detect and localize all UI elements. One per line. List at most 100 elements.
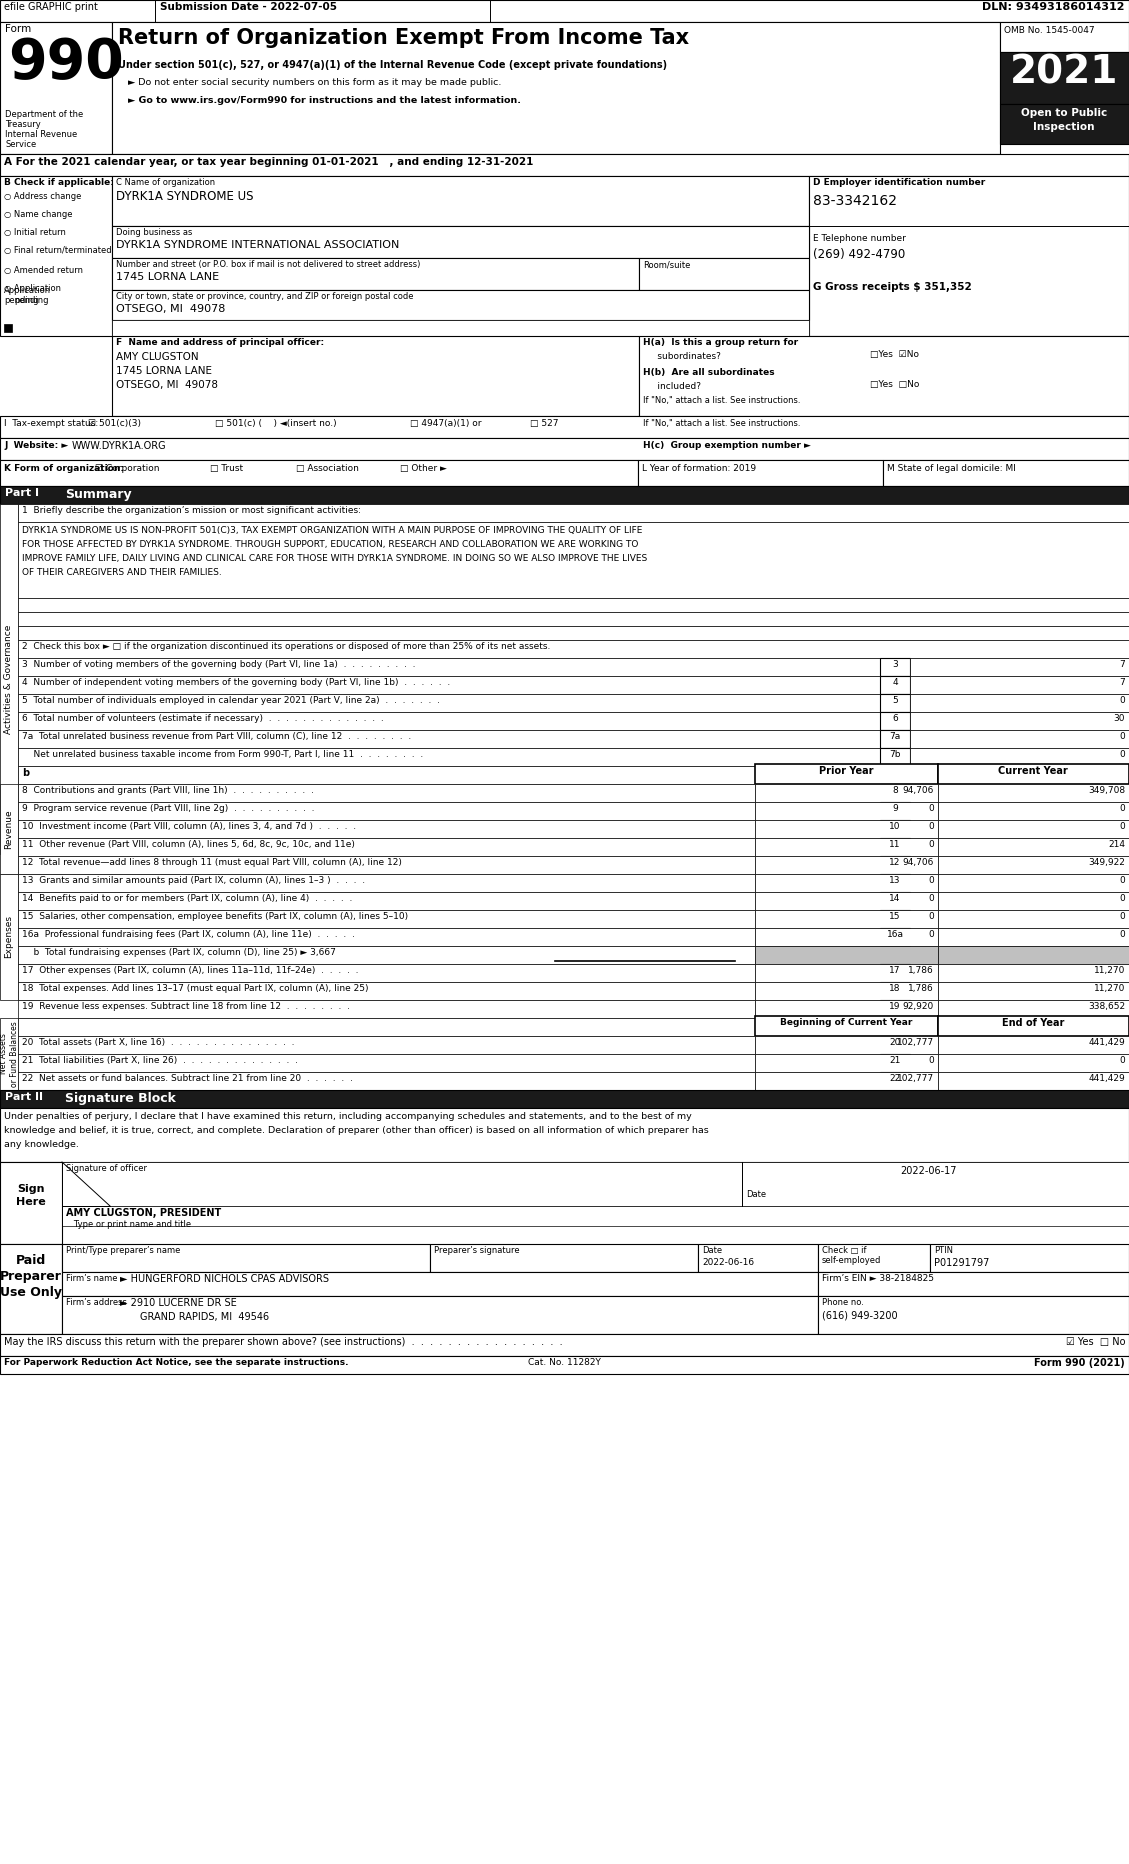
Bar (755, 874, 938, 893)
Text: pending: pending (5, 296, 38, 306)
Text: ► Do not enter social security numbers on this form as it may be made public.: ► Do not enter social security numbers o… (128, 78, 501, 88)
Text: FOR THOSE AFFECTED BY DYRK1A SYNDROME. THROUGH SUPPORT, EDUCATION, RESEARCH AND : FOR THOSE AFFECTED BY DYRK1A SYNDROME. T… (21, 541, 638, 550)
Bar (879, 982, 910, 999)
Text: 8: 8 (892, 787, 898, 796)
Text: Form: Form (5, 24, 32, 34)
Bar (879, 1036, 910, 1053)
Text: ► HUNGERFORD NICHOLS CPAS ADVISORS: ► HUNGERFORD NICHOLS CPAS ADVISORS (120, 1273, 329, 1284)
Bar (755, 910, 938, 928)
Text: □ Trust: □ Trust (210, 464, 243, 473)
Bar (0, 175, 112, 336)
Text: OMB No. 1545-0047: OMB No. 1545-0047 (1004, 26, 1095, 35)
Bar (18, 982, 755, 999)
Text: Type or print name and title: Type or print name and title (65, 1221, 191, 1228)
Text: City or town, state or province, country, and ZIP or foreign postal code: City or town, state or province, country… (116, 293, 413, 300)
Text: 4: 4 (892, 678, 898, 688)
Bar (879, 747, 910, 766)
Text: 441,429: 441,429 (1088, 1074, 1124, 1083)
Bar (0, 487, 1129, 503)
Bar (755, 839, 938, 856)
Text: 83-3342162: 83-3342162 (813, 194, 898, 209)
Text: 0: 0 (928, 930, 934, 939)
Bar (755, 1036, 938, 1053)
Bar (938, 964, 1129, 982)
Text: 102,777: 102,777 (896, 1038, 934, 1048)
Bar (938, 802, 1129, 820)
Text: 12: 12 (890, 857, 901, 867)
Bar (18, 820, 755, 839)
Text: Check □ if
self-employed: Check □ if self-employed (822, 1245, 882, 1266)
Text: M State of legal domicile: MI: M State of legal domicile: MI (887, 464, 1016, 473)
Bar (819, 1295, 1129, 1335)
Text: Part II: Part II (5, 1092, 43, 1102)
Bar (755, 785, 938, 802)
Text: 11,270: 11,270 (1094, 966, 1124, 975)
Text: Firm’s address: Firm’s address (65, 1297, 126, 1307)
Bar (18, 503, 1129, 522)
Text: Net Assets
or Fund Balances: Net Assets or Fund Balances (0, 1021, 19, 1087)
Bar (18, 785, 755, 802)
Text: Net unrelated business taxable income from Form 990-T, Part I, line 11  .  .  . : Net unrelated business taxable income fr… (21, 749, 423, 759)
Bar (879, 785, 910, 802)
Text: 19  Revenue less expenses. Subtract line 18 from line 12  .  .  .  .  .  .  .  .: 19 Revenue less expenses. Subtract line … (21, 1003, 350, 1010)
Bar (18, 766, 1129, 785)
Bar (112, 336, 639, 416)
Text: Preparer: Preparer (0, 1269, 62, 1282)
Bar (0, 1355, 1129, 1374)
Text: subordinates?: subordinates? (644, 352, 721, 362)
Text: Service: Service (5, 140, 36, 149)
Bar (0, 155, 1129, 175)
Bar (0, 785, 18, 874)
Bar (18, 626, 1129, 639)
Bar (62, 1206, 1129, 1227)
Bar (639, 257, 809, 291)
Bar (18, 1018, 1129, 1036)
Text: Form 990 (2021): Form 990 (2021) (1034, 1359, 1124, 1368)
Text: 19: 19 (890, 1003, 901, 1010)
Bar (910, 658, 1129, 677)
Bar (938, 874, 1129, 893)
Text: Cat. No. 11282Y: Cat. No. 11282Y (527, 1359, 601, 1366)
Bar (18, 731, 879, 747)
Bar (938, 999, 1129, 1018)
Text: Open to Public: Open to Public (1021, 108, 1108, 117)
Text: 2  Check this box ► □ if the organization discontinued its operations or dispose: 2 Check this box ► □ if the organization… (21, 641, 550, 651)
Text: 2021: 2021 (1009, 54, 1118, 91)
Bar (910, 677, 1129, 693)
Bar (755, 964, 938, 982)
Bar (18, 856, 755, 874)
Text: Firm’s name: Firm’s name (65, 1273, 117, 1282)
Bar (879, 928, 910, 947)
Text: 11: 11 (890, 841, 901, 848)
Bar (0, 1018, 18, 1090)
Bar (755, 802, 938, 820)
Text: 990: 990 (8, 35, 124, 89)
Bar (18, 747, 879, 766)
Bar (938, 1036, 1129, 1053)
Text: □ Association: □ Association (296, 464, 359, 473)
Text: Under penalties of perjury, I declare that I have examined this return, includin: Under penalties of perjury, I declare th… (5, 1113, 692, 1120)
Bar (0, 874, 18, 999)
Text: Preparer’s signature: Preparer’s signature (434, 1245, 519, 1254)
Bar (112, 291, 809, 321)
Text: AMY CLUGSTON: AMY CLUGSTON (116, 352, 199, 362)
Text: 11  Other revenue (Part VIII, column (A), lines 5, 6d, 8c, 9c, 10c, and 11e): 11 Other revenue (Part VIII, column (A),… (21, 841, 355, 848)
Text: For Paperwork Reduction Act Notice, see the separate instructions.: For Paperwork Reduction Act Notice, see … (5, 1359, 349, 1366)
Bar (938, 910, 1129, 928)
Bar (18, 598, 1129, 611)
Text: OF THEIR CAREGIVERS AND THEIR FAMILIES.: OF THEIR CAREGIVERS AND THEIR FAMILIES. (21, 569, 221, 578)
Bar (0, 1090, 1129, 1107)
Text: Summary: Summary (65, 488, 132, 501)
Text: ☑ 501(c)(3): ☑ 501(c)(3) (88, 419, 141, 429)
Text: 94,706: 94,706 (902, 787, 934, 796)
Bar (62, 1271, 819, 1295)
Text: 7a  Total unrelated business revenue from Part VIII, column (C), line 12  .  .  : 7a Total unrelated business revenue from… (21, 733, 411, 742)
Bar (0, 1107, 1129, 1161)
Bar (819, 1243, 930, 1271)
Bar (0, 416, 1129, 438)
Bar (18, 928, 755, 947)
Text: Number and street (or P.O. box if mail is not delivered to street address): Number and street (or P.O. box if mail i… (116, 259, 420, 268)
Text: 20  Total assets (Part X, line 16)  .  .  .  .  .  .  .  .  .  .  .  .  .  .  .: 20 Total assets (Part X, line 16) . . . … (21, 1038, 295, 1048)
Bar (0, 1243, 62, 1335)
Bar (1000, 22, 1129, 52)
